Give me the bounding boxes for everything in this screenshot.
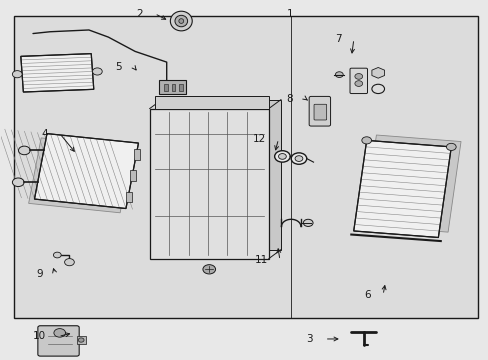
Bar: [125, 192, 131, 202]
Circle shape: [278, 154, 286, 159]
Bar: [179, 84, 183, 91]
Ellipse shape: [179, 19, 183, 23]
Bar: [162, 100, 281, 249]
Bar: [154, 96, 268, 109]
Circle shape: [361, 137, 371, 144]
Text: 12: 12: [253, 134, 266, 144]
Circle shape: [12, 71, 22, 78]
Circle shape: [290, 153, 306, 164]
Circle shape: [92, 68, 102, 75]
Circle shape: [335, 72, 343, 77]
Text: 6: 6: [364, 290, 370, 300]
Circle shape: [274, 151, 289, 162]
Bar: [134, 149, 140, 160]
Bar: [171, 84, 175, 91]
Circle shape: [53, 252, 61, 258]
Circle shape: [354, 81, 362, 86]
Polygon shape: [353, 140, 450, 238]
Circle shape: [203, 265, 215, 274]
Polygon shape: [29, 138, 132, 213]
Text: 8: 8: [286, 94, 292, 104]
Text: 5: 5: [115, 63, 122, 72]
FancyBboxPatch shape: [308, 96, 330, 126]
FancyBboxPatch shape: [313, 104, 326, 120]
Text: 7: 7: [334, 34, 341, 44]
Text: 3: 3: [305, 334, 312, 344]
Circle shape: [64, 258, 74, 266]
Bar: [164, 84, 168, 91]
FancyBboxPatch shape: [38, 326, 79, 356]
Bar: [14, 16, 477, 318]
Text: 10: 10: [33, 332, 46, 342]
Text: 9: 9: [36, 269, 42, 279]
FancyBboxPatch shape: [349, 68, 367, 94]
Circle shape: [354, 73, 362, 79]
Circle shape: [446, 143, 455, 150]
Polygon shape: [371, 67, 384, 78]
Circle shape: [54, 329, 65, 337]
Text: 4: 4: [41, 129, 47, 139]
Bar: [77, 337, 85, 343]
Circle shape: [303, 219, 312, 226]
Ellipse shape: [175, 15, 187, 27]
Bar: [129, 170, 135, 181]
Polygon shape: [35, 134, 138, 208]
Ellipse shape: [170, 11, 192, 31]
Text: 11: 11: [254, 255, 267, 265]
Polygon shape: [21, 54, 94, 92]
Circle shape: [294, 156, 302, 161]
Circle shape: [19, 146, 30, 155]
Text: 2: 2: [136, 9, 142, 18]
Bar: [159, 80, 186, 94]
Text: 1: 1: [287, 9, 293, 18]
Circle shape: [12, 178, 24, 186]
Bar: [149, 109, 268, 258]
Polygon shape: [363, 135, 460, 232]
Circle shape: [78, 338, 84, 342]
